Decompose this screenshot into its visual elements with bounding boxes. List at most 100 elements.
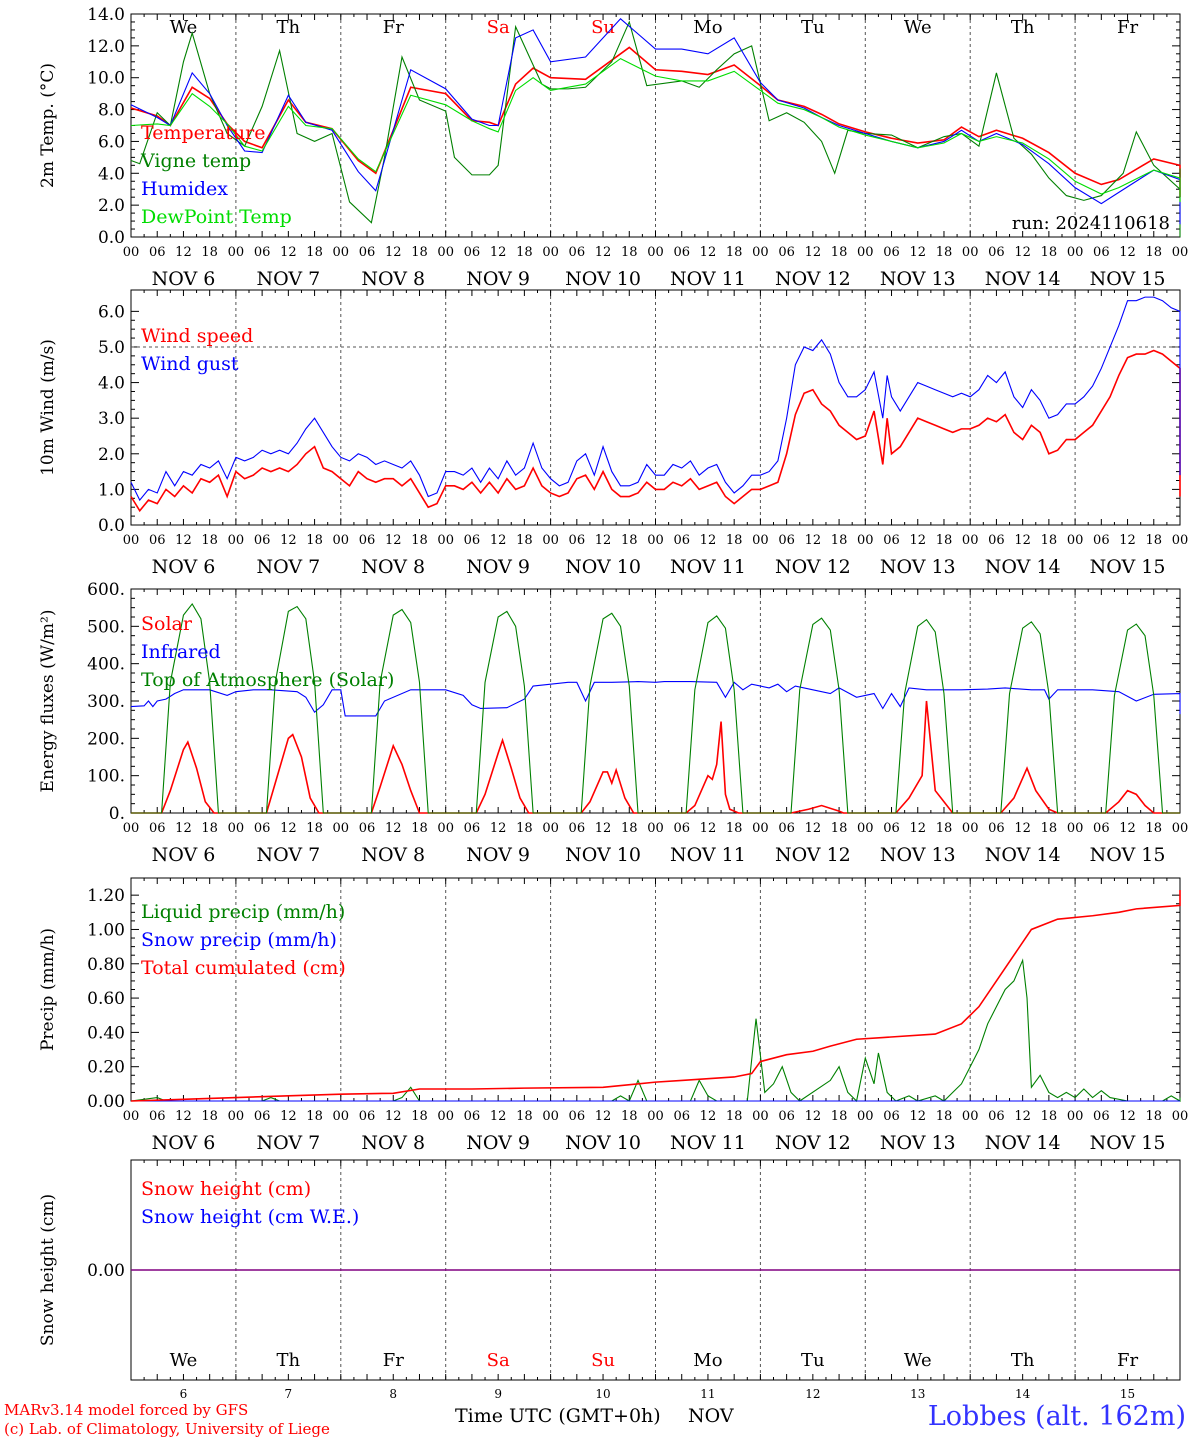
date-label: NOV 6 <box>152 268 216 290</box>
hour-tick-label: 12 <box>909 821 926 836</box>
hour-tick-label: 00 <box>437 1109 454 1124</box>
date-label: NOV 10 <box>565 844 641 866</box>
hour-tick-label: 12 <box>1119 533 1136 548</box>
series-line <box>131 602 1180 814</box>
hour-tick-label: 00 <box>542 533 559 548</box>
date-label: NOV 7 <box>256 556 320 578</box>
date-label: NOV 14 <box>985 844 1061 866</box>
hour-tick-label: 18 <box>516 821 533 836</box>
y-tick-label: 2.0 <box>98 196 125 216</box>
y-tick-label: 0.00 <box>87 1261 125 1281</box>
hour-tick-label: 06 <box>464 533 481 548</box>
hour-tick-label: 06 <box>464 1109 481 1124</box>
plot-frame <box>130 13 1181 238</box>
day-name-label: Mo <box>693 17 722 38</box>
hour-tick-label: 12 <box>805 1109 822 1124</box>
hour-tick-label: 12 <box>175 245 192 260</box>
y-tick-label: 4.0 <box>98 374 125 394</box>
hour-tick-label: 18 <box>726 245 743 260</box>
hour-tick-label: 18 <box>1146 1109 1163 1124</box>
date-label: NOV 10 <box>565 556 641 578</box>
series-line <box>131 700 1180 814</box>
hour-tick-label: 06 <box>673 821 690 836</box>
y-tick-label: 100. <box>87 767 125 787</box>
series-line <box>130 890 1181 1102</box>
hour-tick-label: 18 <box>201 245 218 260</box>
hour-tick-label: 12 <box>909 533 926 548</box>
hour-tick-label: 00 <box>962 533 979 548</box>
hour-tick-label: 18 <box>516 245 533 260</box>
hour-tick-label: 06 <box>778 821 795 836</box>
legend-entry: Infrared <box>141 641 221 663</box>
hour-tick-label: 12 <box>805 533 822 548</box>
hour-tick-label: 18 <box>1146 533 1163 548</box>
hour-tick-label: 12 <box>805 821 822 836</box>
hour-tick-label: 06 <box>673 245 690 260</box>
hour-tick-label: 06 <box>1093 1109 1110 1124</box>
y-tick-label: 5.0 <box>98 338 125 358</box>
hour-tick-label: 18 <box>621 245 638 260</box>
day-number-label: 8 <box>389 1387 397 1401</box>
hour-tick-label: 00 <box>1172 1109 1189 1124</box>
hour-tick-label: 06 <box>988 821 1005 836</box>
y-tick-label: 6.0 <box>98 132 125 152</box>
series-line <box>130 681 1181 717</box>
hour-tick-label: 06 <box>254 821 271 836</box>
hour-tick-label: 06 <box>988 245 1005 260</box>
date-label: NOV 9 <box>466 1132 530 1154</box>
y-tick-label: 3.0 <box>98 409 125 429</box>
y-axis-title: Snow height (cm) <box>38 1194 58 1346</box>
date-label: NOV 10 <box>565 1132 641 1154</box>
y-tick-label: 0.00 <box>87 1092 125 1112</box>
y-tick-label: 0.0 <box>98 228 125 248</box>
hour-tick-label: 06 <box>464 245 481 260</box>
run-annotation: run: 2024110618 <box>1012 213 1170 234</box>
date-label: NOV 7 <box>256 844 320 866</box>
panel-5: 0.00 Snow height (cm) We 6 Th 7 Fr 8 Sa 9 Su 10 Mo 11… <box>38 1159 1181 1401</box>
hour-tick-label: 12 <box>595 533 612 548</box>
hour-tick-label: 00 <box>752 1109 769 1124</box>
hour-tick-label: 06 <box>149 245 166 260</box>
y-tick-label: 0.0 <box>98 516 125 536</box>
hour-tick-label: 06 <box>359 533 376 548</box>
hour-tick-label: 12 <box>1119 245 1136 260</box>
y-tick-label: 1.20 <box>87 886 125 906</box>
hour-tick-label: 12 <box>909 245 926 260</box>
day-number-label: 13 <box>910 1387 925 1401</box>
legend-entry: Humidex <box>141 178 228 200</box>
hour-tick-label: 00 <box>1172 533 1189 548</box>
hour-tick-label: 06 <box>359 821 376 836</box>
hour-tick-label: 00 <box>333 1109 350 1124</box>
date-label: NOV 8 <box>361 1132 425 1154</box>
hour-tick-label: 18 <box>306 1109 323 1124</box>
hour-tick-label: 12 <box>1014 245 1031 260</box>
hour-tick-label: 12 <box>1014 821 1031 836</box>
date-label: NOV 9 <box>466 844 530 866</box>
hour-tick-label: 06 <box>1093 245 1110 260</box>
hour-tick-label: 06 <box>1093 821 1110 836</box>
hour-tick-label: 12 <box>490 245 507 260</box>
hour-tick-label: 00 <box>1172 821 1189 836</box>
hour-tick-label: 00 <box>542 821 559 836</box>
day-name-label: We <box>170 1350 198 1371</box>
hour-tick-label: 12 <box>490 821 507 836</box>
hour-tick-label: 18 <box>1041 821 1058 836</box>
date-label: NOV 11 <box>670 844 746 866</box>
y-axis-title: Energy fluxes (W/m²) <box>38 610 58 793</box>
day-number-label: 6 <box>180 1387 188 1401</box>
day-name-label: Su <box>591 1350 615 1371</box>
hour-tick-label: 06 <box>569 821 586 836</box>
legend-entry: Snow height (cm) <box>141 1178 311 1200</box>
day-number-label: 14 <box>1015 1387 1031 1401</box>
hour-tick-label: 00 <box>752 821 769 836</box>
hour-tick-label: 18 <box>621 1109 638 1124</box>
series-line <box>130 296 1181 502</box>
hour-tick-label: 12 <box>385 533 402 548</box>
legend-entry: Solar <box>141 613 193 635</box>
day-name-label: Tu <box>801 17 825 38</box>
date-label: NOV 9 <box>466 268 530 290</box>
hour-tick-label: 06 <box>778 533 795 548</box>
hour-tick-label: 18 <box>306 821 323 836</box>
hour-tick-label: 06 <box>569 1109 586 1124</box>
day-number-label: 15 <box>1120 1387 1135 1401</box>
